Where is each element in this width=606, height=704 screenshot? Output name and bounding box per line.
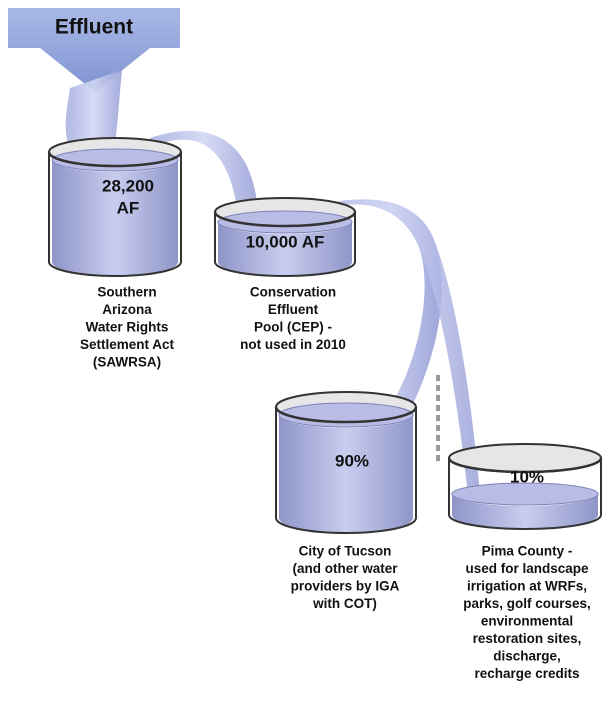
water-surface bbox=[279, 403, 413, 427]
tank-label: Pool (CEP) - bbox=[254, 320, 332, 335]
tank-amount: 10,000 AF bbox=[246, 232, 325, 251]
tank-label: providers by IGA bbox=[291, 579, 400, 594]
tank-label: restoration sites, bbox=[473, 631, 582, 646]
tank-label: Effluent bbox=[268, 302, 319, 317]
title: Effluent bbox=[55, 16, 133, 39]
tank-label: parks, golf courses, bbox=[463, 596, 591, 611]
tanks: 28,200 AF Southern Arizona Water Rights Settl… bbox=[49, 138, 601, 681]
tank-label: irrigation at WRFs, bbox=[467, 579, 587, 594]
tank-label: Settlement Act bbox=[80, 337, 175, 352]
tank-label: City of Tucson bbox=[299, 544, 392, 559]
tank-label: not used in 2010 bbox=[240, 337, 346, 352]
diagram: 28,200 AF Southern Arizona Water Rights Settl… bbox=[0, 0, 606, 704]
tank-label: (SAWRSA) bbox=[93, 355, 161, 370]
tank-label: recharge credits bbox=[474, 666, 579, 681]
tank-label: with COT) bbox=[312, 596, 377, 611]
tank-amount: 28,200 bbox=[102, 176, 154, 195]
tank-label: Pima County - bbox=[482, 544, 573, 559]
tank-label: Southern bbox=[97, 285, 156, 300]
tank-label: Water Rights bbox=[86, 320, 169, 335]
tank-amount: 10% bbox=[510, 467, 544, 486]
water-surface bbox=[52, 149, 178, 171]
tank-label: (and other water bbox=[292, 561, 398, 576]
tank-amount: AF bbox=[117, 198, 140, 217]
tank-label: used for landscape bbox=[465, 561, 589, 576]
tank-label: Conservation bbox=[250, 285, 336, 300]
tank-amount: 90% bbox=[335, 451, 369, 470]
water bbox=[279, 415, 413, 533]
tank-label: environmental bbox=[481, 614, 573, 629]
tank-label: discharge, bbox=[493, 649, 561, 664]
tank-label: Arizona bbox=[102, 302, 152, 317]
